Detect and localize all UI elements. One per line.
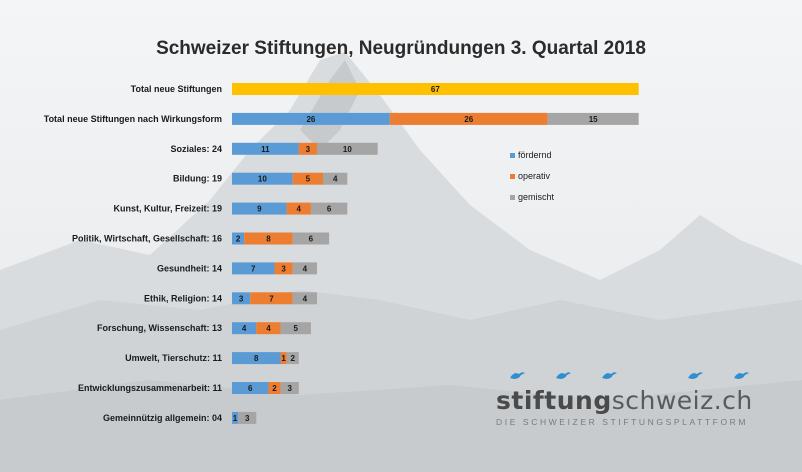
category-label: Soziales: 24: [170, 144, 222, 154]
bar-value-label: 3: [239, 294, 244, 303]
bar-segment-foerdernd: [232, 352, 281, 365]
bar-value-label: 2: [272, 384, 277, 393]
brand-name-part1: stiftung: [496, 386, 612, 415]
bar-value-label: 15: [589, 115, 598, 124]
bar-value-label: 4: [266, 324, 271, 333]
bar-value-label: 1: [281, 354, 286, 363]
bar-segment-foerdernd: [232, 232, 245, 245]
bar-value-label: 4: [303, 264, 308, 273]
bar-segment-gemischt: [310, 202, 348, 215]
bar-value-label: 3: [287, 384, 292, 393]
bar-segment-gemischt: [323, 172, 348, 185]
bar-segment-foerdernd: [232, 382, 269, 394]
category-label: Umwelt, Tierschutz: 11: [125, 353, 222, 363]
category-label: Politik, Wirtschaft, Gesellschaft: 16: [72, 234, 222, 244]
bar-value-label: 8: [266, 235, 271, 244]
brand-name-part2: schweiz.ch: [611, 386, 753, 415]
bar-segment-operativ: [298, 142, 317, 155]
bar-segment-gemischt: [286, 352, 299, 365]
bar-segment-operativ: [250, 292, 293, 305]
bar-value-label: 9: [257, 205, 262, 214]
legend-label: fördernd: [518, 150, 552, 160]
bar-value-label: 67: [431, 85, 440, 94]
bar-segment-operativ: [389, 112, 548, 125]
bar-value-label: 10: [343, 145, 352, 154]
brand-name: stiftungschweiz.ch: [496, 386, 786, 416]
legend-swatch: [510, 195, 515, 200]
bar-value-label: 5: [306, 175, 311, 184]
bar-value-label: 7: [269, 294, 274, 303]
bar-segment-operativ: [292, 172, 324, 185]
bar-segment-operativ: [256, 322, 281, 335]
bar-value-label: 8: [254, 354, 259, 363]
bar-segment-gemischt: [280, 382, 299, 394]
bar-value-label: 1: [233, 414, 238, 423]
category-label: Entwicklungszusammenarbeit: 11: [78, 383, 222, 393]
bar-segment-operativ: [274, 262, 293, 275]
legend-swatch: [510, 174, 515, 179]
bar-segment-operativ: [244, 232, 293, 245]
bar-value-label: 4: [242, 324, 247, 333]
bar-segment-foerdernd: [232, 142, 299, 155]
brand-tagline: DIE SCHWEIZER STIFTUNGSPLATTFORM: [496, 417, 749, 427]
bar-value-label: 3: [306, 145, 311, 154]
category-label: Ethik, Religion: 14: [144, 293, 222, 303]
category-label: Kunst, Kultur, Freizeit: 19: [113, 204, 222, 214]
birds-icon: [510, 372, 749, 379]
category-label: Gesundheit: 14: [157, 263, 222, 273]
legend-label: operativ: [518, 171, 551, 181]
bar-value-label: 6: [248, 384, 253, 393]
bar-segment-gemischt: [547, 112, 639, 125]
bar-segment-foerdernd: [232, 112, 390, 125]
bar-value-label: 3: [281, 264, 286, 273]
chart-title: Schweizer Stiftungen, Neugründungen 3. Q…: [156, 38, 646, 59]
legend-swatch: [510, 153, 515, 158]
bar-segment-gemischt: [292, 232, 330, 245]
bar-segment-foerdernd: [232, 411, 239, 424]
bar-segment-gemischt: [292, 262, 317, 275]
bar-segment-foerdernd: [232, 202, 287, 215]
bar-value-label: 4: [303, 294, 308, 303]
category-label: Total neue Stiftungen: [131, 84, 222, 94]
bar-segment-foerdernd: [232, 262, 275, 275]
bar-value-label: 4: [333, 175, 338, 184]
bar-segment-gemischt: [280, 322, 311, 335]
category-label: Forschung, Wissenschaft: 13: [97, 323, 222, 333]
bar-segment-operativ: [286, 202, 311, 215]
bar-value-label: 10: [258, 175, 267, 184]
bar-value-label: 6: [309, 235, 314, 244]
bar-segment-gemischt: [292, 292, 317, 305]
bar-value-label: 26: [464, 115, 473, 124]
bar-segment-gemischt: [316, 142, 378, 155]
bar-total: [232, 83, 639, 95]
chart-legend: fördernd operativ gemischt: [510, 150, 555, 202]
bar-segment-operativ: [268, 382, 281, 394]
brand-logo: stiftungschweiz.ch DIE SCHWEIZER STIFTUN…: [496, 370, 786, 427]
bar-value-label: 2: [290, 354, 295, 363]
legend-label: gemischt: [518, 192, 555, 202]
bar-segment-foerdernd: [232, 292, 251, 305]
category-label: Total neue Stiftungen nach Wirkungsform: [44, 114, 222, 124]
bar-value-label: 6: [327, 205, 332, 214]
bar-segment-operativ: [280, 352, 287, 365]
bar-segment-foerdernd: [232, 172, 293, 185]
bar-segment-foerdernd: [232, 322, 257, 335]
bar-value-label: 26: [306, 115, 315, 124]
category-label: Bildung: 19: [173, 174, 222, 184]
bar-value-label: 4: [297, 205, 302, 214]
bar-segment-gemischt: [238, 411, 257, 424]
bar-value-label: 11: [261, 145, 270, 154]
bar-value-label: 5: [294, 324, 299, 333]
bar-value-label: 7: [251, 264, 256, 273]
category-label: Gemeinnützig allgemein: 04: [103, 413, 222, 423]
bar-value-label: 3: [245, 414, 250, 423]
bar-value-label: 2: [236, 235, 241, 244]
